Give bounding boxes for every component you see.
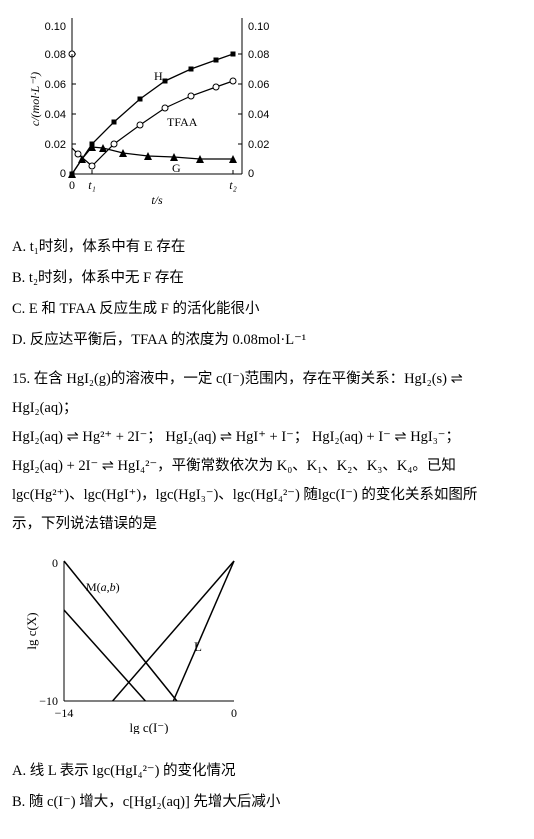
option-15B: B. 随 c(I⁻) 增大，c[HgI₂(aq)] 先增大后减小 [12,788,522,817]
svg-text:0.10: 0.10 [248,21,269,33]
svg-text:0.04: 0.04 [45,109,66,121]
chart2-container: 0 −10 −14 0 lg c(X) lg c(I⁻) M(a,b) L [22,549,522,745]
svg-text:0: 0 [60,168,66,180]
q15-l5: 示，下列说法错误的是 [12,510,522,539]
svg-text:M(a,b): M(a,b) [86,580,120,594]
chart2: 0 −10 −14 0 lg c(X) lg c(I⁻) M(a,b) L [22,549,252,734]
option-C: C. E 和 TFAA 反应生成 F 的活化能很小 [12,295,522,324]
svg-text:lg c(X): lg c(X) [24,612,39,649]
svg-text:TFAA: TFAA [167,115,198,129]
svg-text:0.06: 0.06 [45,79,66,91]
q15-stem: 15. 在含 HgI₂(g)的溶液中，一定 c(I⁻)范围内，存在平衡关系：Hg… [12,365,522,539]
svg-text:0.08: 0.08 [45,49,66,61]
svg-text:0.08: 0.08 [248,49,269,61]
svg-text:L: L [194,639,202,654]
svg-text:0: 0 [231,706,237,720]
option-D: D. 反应达平衡后，TFAA 的浓度为 0.08mol·L⁻¹ [12,326,522,355]
svg-text:0.02: 0.02 [248,139,269,151]
svg-text:0: 0 [52,556,58,570]
svg-text:lg c(I⁻): lg c(I⁻) [130,720,169,734]
svg-text:c/(mol·L⁻¹): c/(mol·L⁻¹) [28,72,42,126]
svg-text:G: G [172,161,181,175]
svg-text:0.10: 0.10 [45,21,66,33]
svg-text:−14: −14 [55,706,74,720]
svg-text:0: 0 [69,178,75,192]
svg-text:0.02: 0.02 [45,139,66,151]
option-15A: A. 线 L 表示 lgc(HgI₄²⁻) 的变化情况 [12,757,522,786]
svg-text:t₁: t₁ [88,178,96,192]
svg-text:t₂: t₂ [229,178,237,192]
q15-l3: HgI₂(aq) + 2I⁻ ⇌ HgI₄²⁻，平衡常数依次为 K₀、K₁、K₂… [12,452,522,481]
chart1-container: 0 0.02 0.04 0.06 0.08 0.10 0 0.02 0.04 0… [27,12,522,223]
svg-text:0.04: 0.04 [248,109,269,121]
svg-text:0: 0 [248,168,254,180]
q15-l2: HgI₂(aq) ⇌ Hg²⁺ + 2I⁻； HgI₂(aq) ⇌ HgI⁺ +… [12,423,522,452]
chart1: 0 0.02 0.04 0.06 0.08 0.10 0 0.02 0.04 0… [27,12,277,212]
option-B: B. t₂时刻，体系中无 F 存在 [12,264,522,293]
q15-l1: 15. 在含 HgI₂(g)的溶液中，一定 c(I⁻)范围内，存在平衡关系：Hg… [12,365,522,423]
q15-l4: lgc(Hg²⁺)、lgc(HgI⁺)，lgc(HgI₃⁻)、lgc(HgI₄²… [12,481,522,510]
svg-text:H: H [154,69,163,83]
option-A: A. t₁时刻，体系中有 E 存在 [12,233,522,262]
svg-text:t/s: t/s [151,193,163,207]
svg-text:0.06: 0.06 [248,79,269,91]
